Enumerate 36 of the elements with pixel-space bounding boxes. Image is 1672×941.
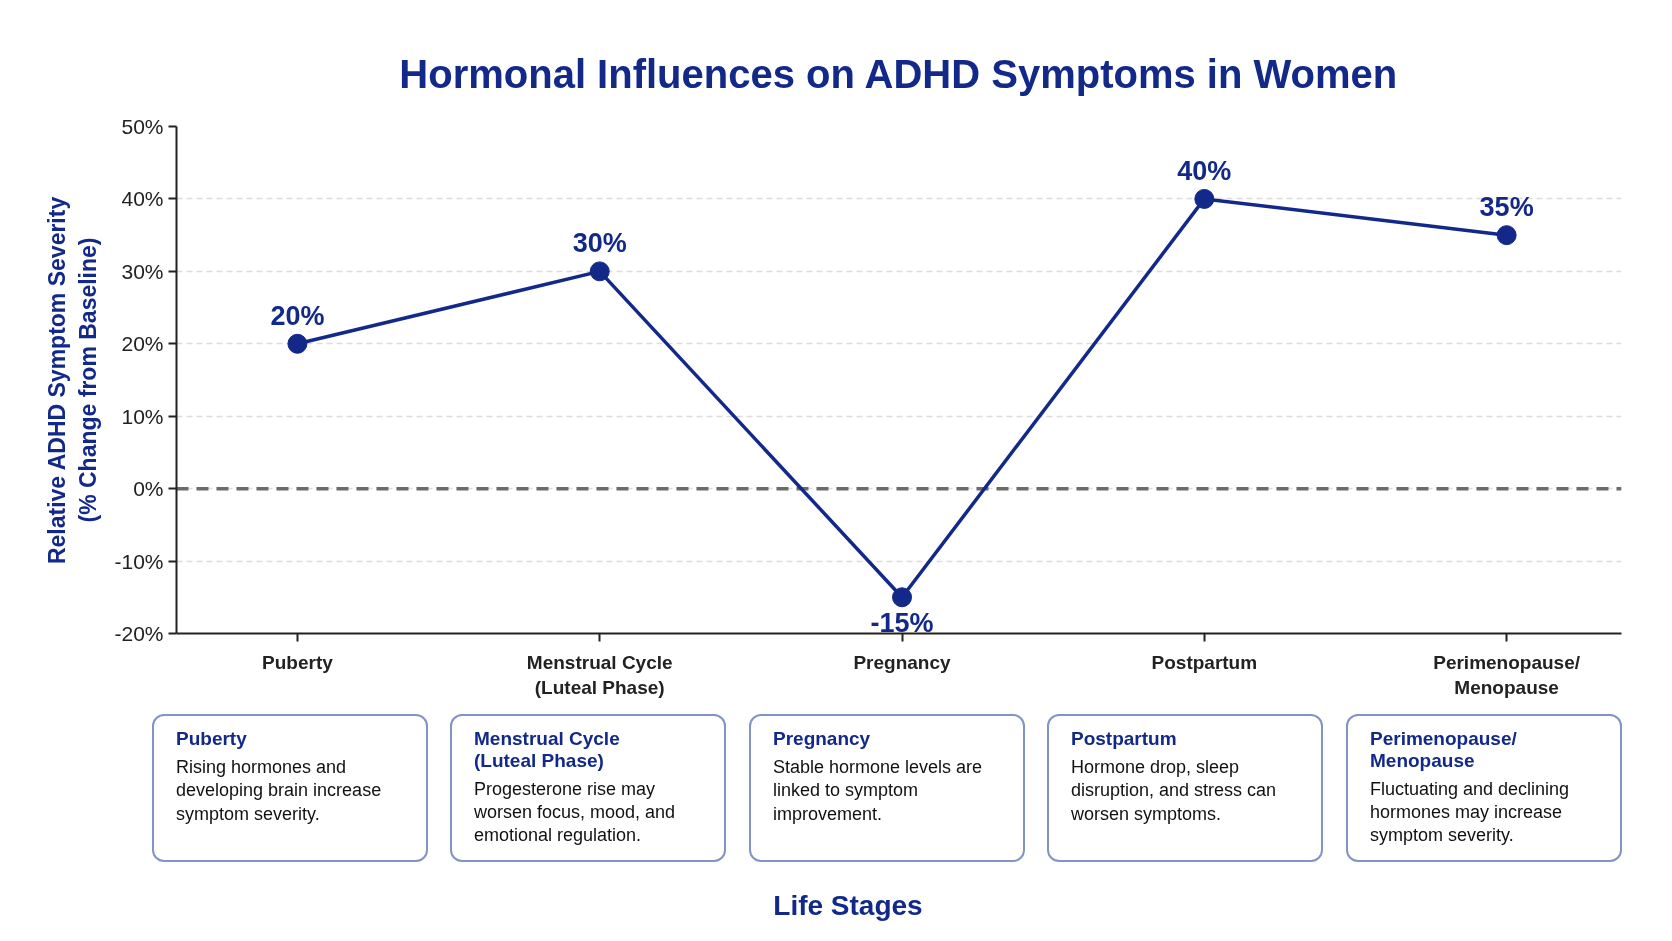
text: Stable hormone levels are linked to symptom improvement. [773,755,984,826]
x-tick-label: Menstrual Cycle (Luteal Phase) [526,651,673,698]
y-tick-label: 20% [121,332,164,356]
y-tick-label: 0% [133,477,164,501]
text: Puberty [176,728,248,750]
text: Life Stages [772,889,924,923]
point [287,333,308,354]
y-axis-title: Relative ADHD Symptom Severity (% Change from Baseline) [44,196,102,565]
y-tick-label: 50% [121,115,164,138]
y-tick-label: 40% [121,187,164,211]
text: Fluctuating and declining hormones may increase symptom severity. [1370,777,1571,848]
x-tick-label: Puberty [262,651,334,673]
y-tick-label: 30% [121,259,164,283]
text: Postpartum [1071,728,1178,750]
data-label: 35% [1479,192,1534,223]
data-label: 30% [572,228,627,259]
point [892,587,913,608]
point [1496,225,1517,246]
point [1194,188,1215,209]
x-tick-label: Postpartum [1151,651,1258,673]
x-tick-label: Pregnancy [853,651,952,673]
x-tick-label: Perimenopause/ Menopause [1433,651,1581,698]
text: Hormone drop, sleep disruption, and stress can worsen symptoms. [1071,755,1278,826]
data-label: 20% [270,300,325,331]
text: Progesterone rise may worsen focus, mood, and emotional regulation. [474,777,677,848]
data-label: -15% [870,608,934,639]
text: Menstrual Cycle (Luteal Phase) [474,728,621,772]
data-label: 40% [1177,155,1232,186]
y-tick-label: -20% [114,622,164,645]
text: Pregnancy [773,728,872,750]
y-tick-label: -10% [114,549,164,573]
text: Perimenopause/ Menopause [1370,728,1518,772]
point [589,261,610,282]
text: Rising hormones and developing brain increase symptom severity. [176,755,383,826]
chart-title: Hormonal Influences on ADHD Symptoms in Women [399,51,1398,96]
y-tick-label: 10% [121,404,164,428]
